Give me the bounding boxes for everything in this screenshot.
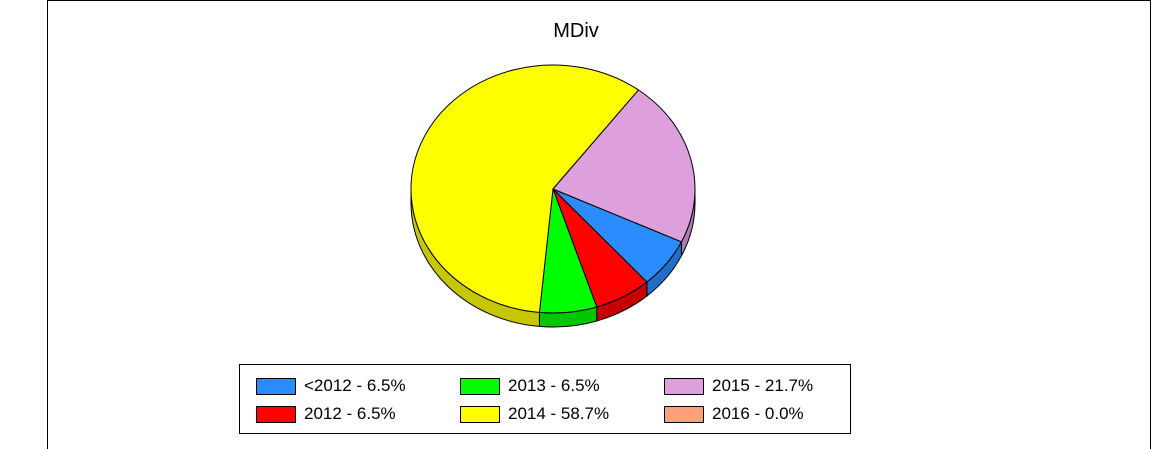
- legend-item-2015: 2015 - 21.7%: [664, 376, 813, 396]
- legend-label: 2013 - 6.5%: [508, 376, 600, 395]
- legend-label: 2014 - 58.7%: [508, 404, 610, 423]
- legend-label: <2012 - 6.5%: [304, 376, 406, 395]
- chart-legend: <2012 - 6.5% 2012 - 6.5% 2013 - 6.5% 201…: [239, 364, 851, 434]
- chart-frame: [47, 0, 1151, 449]
- legend-item-2014: 2014 - 58.7%: [460, 404, 609, 424]
- legend-swatch: [256, 405, 296, 423]
- legend-item-2013: 2013 - 6.5%: [460, 376, 600, 396]
- legend-label: 2012 - 6.5%: [304, 404, 396, 423]
- legend-item-lt2012: <2012 - 6.5%: [256, 376, 406, 396]
- legend-item-2012: 2012 - 6.5%: [256, 404, 396, 424]
- pie-slice-2014: [410, 64, 640, 313]
- legend-swatch: [664, 377, 704, 395]
- legend-swatch: [256, 377, 296, 395]
- legend-item-2016: 2016 - 0.0%: [664, 404, 804, 424]
- legend-swatch: [664, 405, 704, 423]
- legend-label: 2015 - 21.7%: [712, 376, 814, 395]
- legend-swatch: [460, 405, 500, 423]
- chart-title: MDiv: [553, 20, 599, 42]
- legend-swatch: [460, 377, 500, 395]
- pie-slice-2015: [552, 89, 696, 243]
- legend-label: 2016 - 0.0%: [712, 404, 804, 423]
